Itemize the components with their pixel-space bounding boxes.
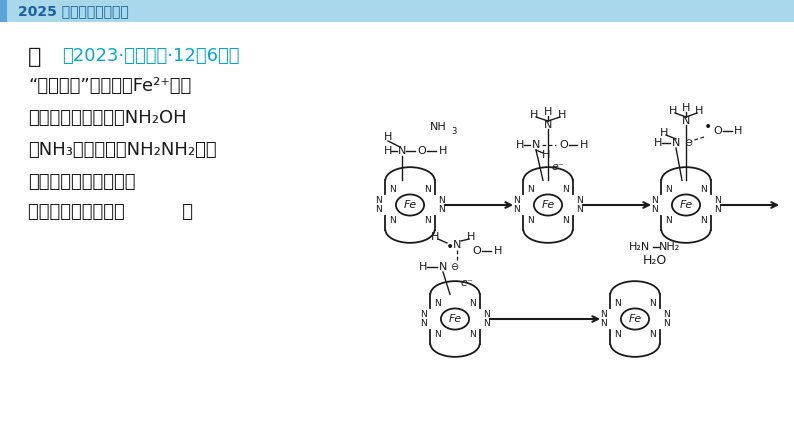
Text: N: N [434,330,441,339]
Text: N: N [649,330,656,339]
Text: N: N [434,299,441,308]
Text: NH₂: NH₂ [659,242,680,252]
Text: H: H [669,106,677,116]
Text: O: O [714,126,723,136]
Text: N: N [649,299,656,308]
Text: N: N [453,240,461,250]
Text: N: N [614,330,621,339]
Text: N: N [672,138,680,148]
Text: N: N [682,116,690,126]
Text: N: N [562,216,569,225]
Text: N: N [375,205,382,214]
Text: H₂N: H₂N [630,242,650,252]
Text: O: O [560,140,569,150]
Text: N: N [532,140,540,150]
Text: ⊖: ⊖ [450,262,458,272]
Text: H: H [542,150,550,160]
Text: N: N [438,196,445,205]
Text: N: N [527,185,534,194]
Text: H: H [734,126,742,136]
Text: N: N [576,205,583,214]
Text: N: N [420,319,426,328]
Text: H: H [544,107,552,117]
Text: N: N [600,310,607,319]
Text: H: H [418,262,427,272]
Text: N: N [665,216,672,225]
Text: H: H [431,232,439,242]
Text: H: H [439,146,447,156]
Text: ⊖: ⊖ [684,138,692,148]
Text: H: H [558,110,566,120]
Text: N: N [513,205,520,214]
Text: N: N [389,185,395,194]
Text: 3: 3 [451,127,457,135]
Bar [0,0,7,22]
Text: Fe: Fe [680,200,692,210]
Text: NH: NH [430,122,446,132]
Text: N: N [389,216,395,225]
Text: N: N [513,196,520,205]
Text: N: N [438,205,445,214]
Text: N: N [614,299,621,308]
Text: N: N [375,196,382,205]
Text: H: H [660,128,669,138]
Text: （2023·新课标卷·12，6分）: （2023·新课标卷·12，6分） [62,47,240,65]
Text: N: N [576,196,583,205]
Text: H₂O: H₂O [643,254,667,267]
Text: N: N [544,120,552,130]
Text: H: H [384,132,392,142]
Text: N: N [439,262,447,272]
Text: N: N [700,216,707,225]
Text: N: N [398,146,407,156]
Text: •: • [703,120,712,134]
Text: N: N [424,185,431,194]
Text: N: N [651,196,657,205]
Text: 与NH₃转化为胼（NH₂NH₂），: 与NH₃转化为胼（NH₂NH₂）， [28,141,217,159]
Text: N: N [469,299,476,308]
Text: H: H [494,246,502,256]
Text: Fe: Fe [403,200,417,210]
Text: N: N [562,185,569,194]
Text: N: N [484,310,490,319]
Text: N: N [700,185,707,194]
Text: e⁻: e⁻ [552,162,565,172]
Text: 下列说法错误的是（          ）: 下列说法错误的是（ ） [28,203,193,221]
Text: 2025 高考一轮复习用书: 2025 高考一轮复习用书 [18,4,129,18]
Text: N: N [665,185,672,194]
Text: N: N [715,205,721,214]
Text: N: N [420,310,426,319]
Text: N: N [663,310,670,319]
Bar [0,0,794,22]
Text: N: N [424,216,431,225]
Text: 例: 例 [28,47,41,67]
Text: N: N [600,319,607,328]
Text: “胼合成酶”以其中的Fe²⁺配合: “胼合成酶”以其中的Fe²⁺配合 [28,77,191,95]
Text: e⁻: e⁻ [461,278,473,288]
Text: •: • [446,240,454,254]
Text: Fe: Fe [449,314,461,324]
Text: O: O [472,246,481,256]
Text: H: H [516,140,524,150]
Text: H: H [580,140,588,150]
Text: H: H [682,103,690,113]
Text: H: H [695,106,703,116]
Text: H: H [653,138,662,148]
Text: N: N [651,205,657,214]
Text: N: N [715,196,721,205]
Text: N: N [469,330,476,339]
Text: N: N [484,319,490,328]
Text: H: H [384,146,392,156]
Text: O: O [418,146,426,156]
Text: Fe: Fe [628,314,642,324]
Text: H: H [530,110,538,120]
Text: N: N [663,319,670,328]
Text: N: N [527,216,534,225]
Text: H: H [467,232,475,242]
Text: 物为催化中心，可将NH₂OH: 物为催化中心，可将NH₂OH [28,109,187,127]
Text: 其反应历程如下所示。: 其反应历程如下所示。 [28,173,136,191]
Text: Fe: Fe [542,200,554,210]
